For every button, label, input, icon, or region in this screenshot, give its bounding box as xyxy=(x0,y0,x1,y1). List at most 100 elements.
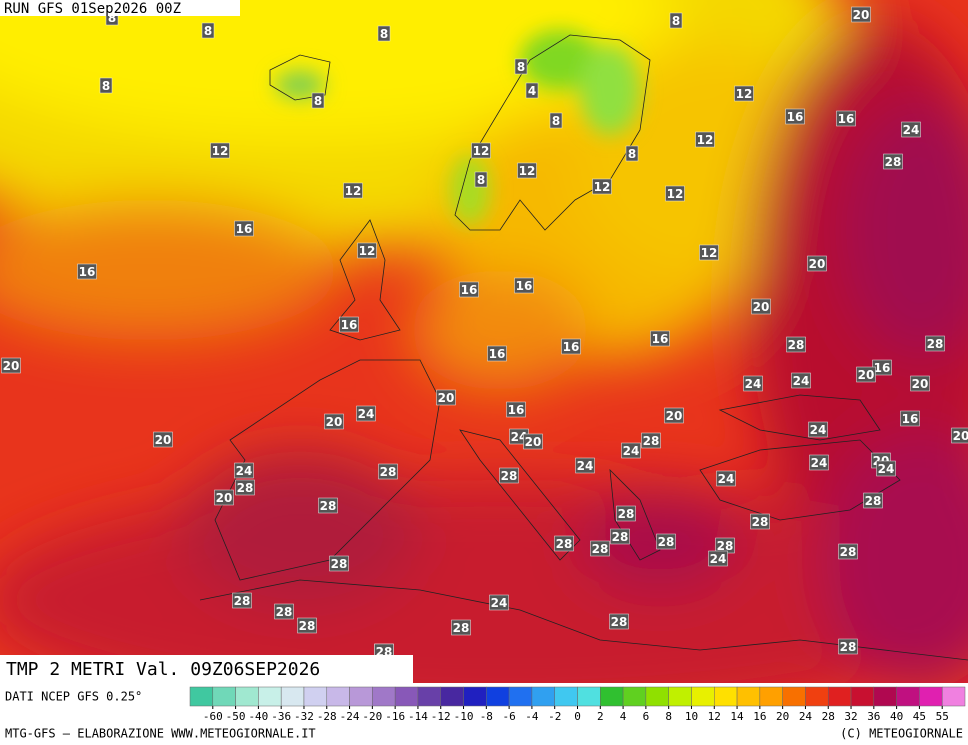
isotherm-label: 28 xyxy=(320,499,337,513)
isotherm-label: 12 xyxy=(667,187,684,201)
label-box xyxy=(549,112,563,129)
colorbar-tick-label: 45 xyxy=(913,710,926,723)
label-box xyxy=(554,535,574,552)
colorbar-swatch xyxy=(759,686,783,707)
isotherm-label: 16 xyxy=(236,222,253,236)
isotherm-label: 24 xyxy=(811,456,828,470)
isotherm-label: 8 xyxy=(672,14,680,28)
isotherm-label: 28 xyxy=(612,530,629,544)
colorbar-tick-label: -14 xyxy=(408,710,428,723)
isotherm-label: 24 xyxy=(236,464,253,478)
isotherm-label: 16 xyxy=(489,347,506,361)
footer-left: MTG-GFS — ELABORAZIONE WWW.METEOGIORNALE… xyxy=(5,727,316,741)
label-box xyxy=(324,413,344,430)
isotherm-label: 8 xyxy=(204,24,212,38)
isotherm-label: 28 xyxy=(717,539,734,553)
colorbar-tick-label: 14 xyxy=(730,710,744,723)
label-box xyxy=(616,505,636,522)
colorbar-swatch xyxy=(394,686,419,707)
colorbar-swatch xyxy=(212,686,236,707)
label-box xyxy=(514,58,528,75)
label-box xyxy=(656,533,676,550)
isotherm-label: 28 xyxy=(643,434,660,448)
isotherm-label: 24 xyxy=(793,374,810,388)
label-box xyxy=(951,427,968,444)
isotherm-label: 12 xyxy=(701,246,718,260)
isotherm-label: 8 xyxy=(102,79,110,93)
label-box xyxy=(901,121,921,138)
colorbar-swatch xyxy=(280,686,305,707)
label-box xyxy=(474,171,488,188)
isotherm-label: 28 xyxy=(840,640,857,654)
label-box xyxy=(716,470,736,487)
isotherm-label: 12 xyxy=(519,164,536,178)
label-box xyxy=(751,298,771,315)
colorbar-tick-label: -60 xyxy=(203,710,223,723)
label-box xyxy=(459,281,479,298)
isotherm-label: 28 xyxy=(611,615,628,629)
label-box xyxy=(708,550,728,567)
isotherm-label: 12 xyxy=(594,180,611,194)
isotherm-label: 16 xyxy=(902,412,919,426)
isotherm-label: 12 xyxy=(345,184,362,198)
label-box xyxy=(297,617,317,634)
source-label: DATI NCEP GFS 0.25° xyxy=(5,690,142,704)
label-box xyxy=(925,335,945,352)
label-box xyxy=(791,372,811,389)
isotherm-label: 20 xyxy=(853,8,870,22)
isotherm-label: 16 xyxy=(516,279,533,293)
colorbar-swatch xyxy=(873,686,897,707)
label-box xyxy=(235,479,255,496)
colorbar-tick-label: -12 xyxy=(431,710,451,723)
colorbar-swatch xyxy=(258,686,282,707)
label-box xyxy=(274,603,294,620)
isotherm-label: 16 xyxy=(838,112,855,126)
isotherm-label: 8 xyxy=(517,60,525,74)
isotherm-label: 16 xyxy=(461,283,478,297)
label-box xyxy=(378,463,398,480)
label-box xyxy=(311,92,325,109)
run-label: RUN GFS 01Sep2026 00Z xyxy=(4,1,181,17)
colorbar-tick-label: 32 xyxy=(844,710,857,723)
isotherm-label: 24 xyxy=(577,459,594,473)
label-box xyxy=(517,162,537,179)
isotherm-label: 4 xyxy=(528,84,536,98)
colorbar-swatch xyxy=(189,686,214,707)
colorbar-tick-label: -16 xyxy=(385,710,405,723)
isotherm-label: 20 xyxy=(753,300,770,314)
label-box xyxy=(339,316,359,333)
label-box xyxy=(506,401,526,418)
isotherm-label: 28 xyxy=(840,545,857,559)
isotherm-label: 8 xyxy=(477,173,485,187)
isotherm-label: 20 xyxy=(438,391,455,405)
label-box xyxy=(451,619,471,636)
isotherm-label: 28 xyxy=(501,469,518,483)
label-box xyxy=(807,255,827,272)
colorbar-swatch xyxy=(736,686,761,707)
isotherm-label: 16 xyxy=(508,403,525,417)
label-box xyxy=(487,345,507,362)
isotherm-label: 16 xyxy=(79,265,96,279)
label-box xyxy=(357,242,377,259)
colorbar-swatch xyxy=(486,686,510,707)
colorbar-swatch xyxy=(349,686,373,707)
isotherm-label: 8 xyxy=(380,27,388,41)
label-box xyxy=(575,457,595,474)
label-box xyxy=(836,110,856,127)
colorbar-swatch xyxy=(417,686,441,707)
isotherm-label: 12 xyxy=(736,87,753,101)
isotherm-label: 28 xyxy=(331,557,348,571)
footer-right: (C) METEOGIORNALE xyxy=(840,727,963,741)
colorbar-tick-label: -4 xyxy=(525,710,539,723)
isotherm-label: 20 xyxy=(525,435,542,449)
colorbar-swatch xyxy=(941,686,966,707)
label-box xyxy=(489,594,509,611)
colorbar-tick-label: -32 xyxy=(294,710,314,723)
label-box xyxy=(525,82,539,99)
isotherm-label: 28 xyxy=(865,494,882,508)
label-box xyxy=(808,421,828,438)
colorbar-tick-label: -2 xyxy=(548,710,561,723)
label-box xyxy=(99,77,113,94)
label-box xyxy=(743,375,763,392)
colorbar-tick-label: 12 xyxy=(708,710,721,723)
